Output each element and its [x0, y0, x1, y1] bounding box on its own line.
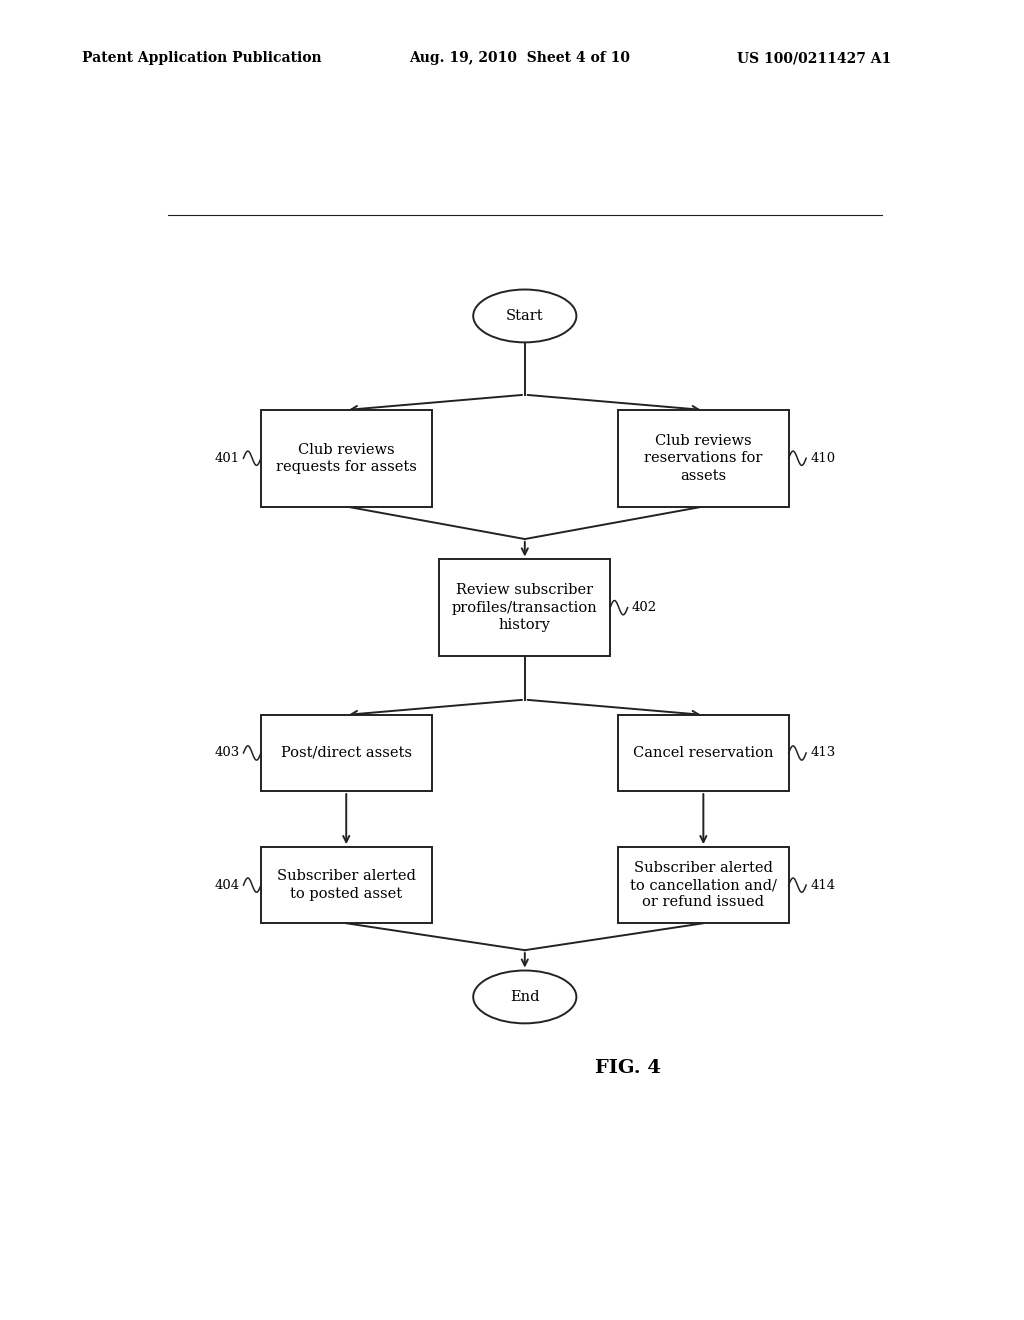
FancyBboxPatch shape [618, 847, 788, 923]
FancyBboxPatch shape [261, 847, 431, 923]
Text: 401: 401 [214, 451, 240, 465]
Text: Patent Application Publication: Patent Application Publication [82, 51, 322, 65]
Text: 410: 410 [810, 451, 836, 465]
Text: Subscriber alerted
to cancellation and/
or refund issued: Subscriber alerted to cancellation and/ … [630, 861, 777, 909]
Text: Aug. 19, 2010  Sheet 4 of 10: Aug. 19, 2010 Sheet 4 of 10 [410, 51, 631, 65]
Text: Start: Start [506, 309, 544, 323]
FancyBboxPatch shape [439, 560, 610, 656]
Ellipse shape [473, 289, 577, 342]
FancyBboxPatch shape [618, 715, 788, 791]
Text: Post/direct assets: Post/direct assets [281, 746, 412, 760]
Text: Cancel reservation: Cancel reservation [633, 746, 773, 760]
Text: FIG. 4: FIG. 4 [595, 1059, 660, 1077]
Text: 404: 404 [214, 879, 240, 891]
Text: 413: 413 [810, 747, 836, 759]
Text: 402: 402 [632, 601, 656, 614]
FancyBboxPatch shape [261, 411, 431, 507]
Text: 414: 414 [810, 879, 836, 891]
Text: US 100/0211427 A1: US 100/0211427 A1 [737, 51, 892, 65]
FancyBboxPatch shape [618, 411, 788, 507]
Ellipse shape [473, 970, 577, 1023]
Text: Club reviews
requests for assets: Club reviews requests for assets [275, 442, 417, 474]
Text: Club reviews
reservations for
assets: Club reviews reservations for assets [644, 434, 763, 483]
Text: End: End [510, 990, 540, 1005]
Text: Subscriber alerted
to posted asset: Subscriber alerted to posted asset [276, 870, 416, 900]
Text: 403: 403 [214, 747, 240, 759]
FancyBboxPatch shape [261, 715, 431, 791]
Text: Review subscriber
profiles/transaction
history: Review subscriber profiles/transaction h… [452, 583, 598, 632]
